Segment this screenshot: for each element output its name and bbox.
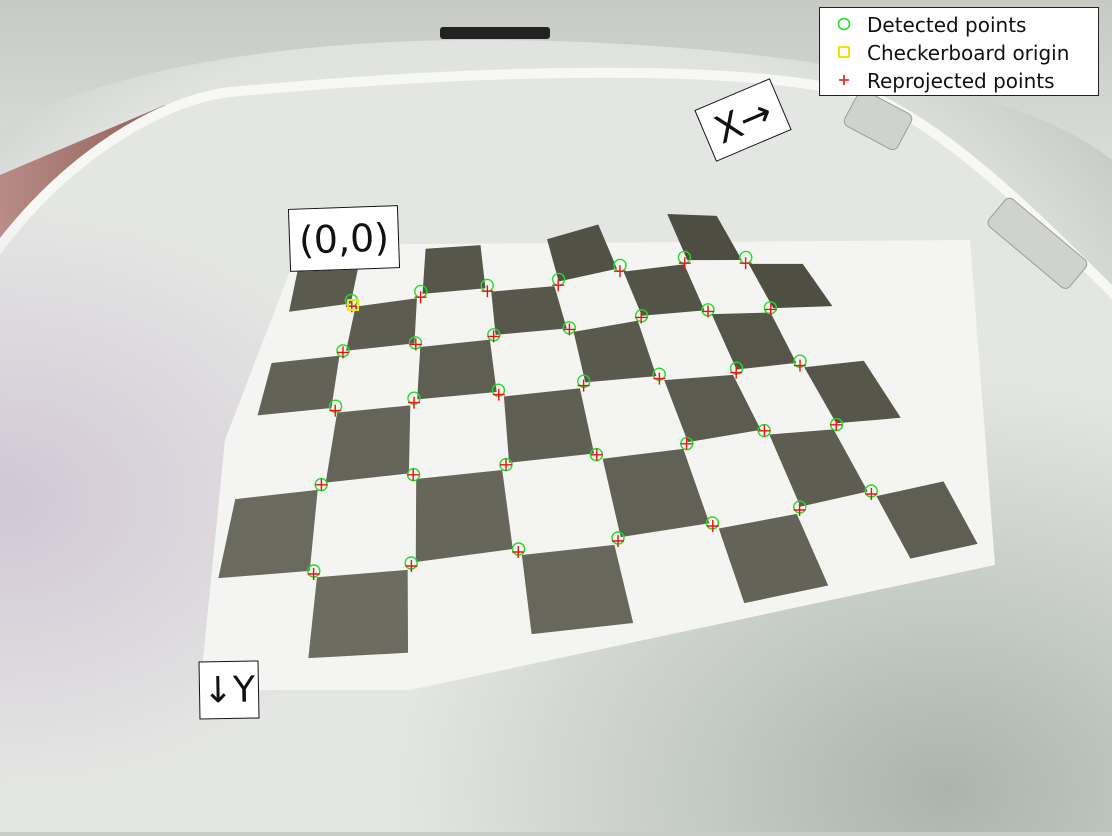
checker-square bbox=[417, 339, 497, 400]
checkerboard-origin-marker bbox=[347, 299, 359, 311]
checker-square bbox=[804, 360, 901, 424]
checker-square bbox=[769, 429, 868, 507]
checker-square bbox=[547, 224, 617, 282]
reprojected-point bbox=[552, 279, 565, 292]
reprojected-point bbox=[612, 535, 624, 547]
reprojected-point bbox=[702, 305, 714, 318]
reprojected-point bbox=[678, 257, 691, 270]
checker-square bbox=[346, 298, 417, 351]
checker-square bbox=[325, 405, 411, 483]
checker-square bbox=[308, 569, 409, 659]
reprojected-point bbox=[409, 338, 422, 351]
legend-detected-label: Detected points bbox=[867, 13, 1027, 37]
checker-square bbox=[415, 470, 513, 562]
checker-square bbox=[422, 245, 486, 294]
reprojected-point bbox=[492, 388, 505, 401]
reprojected-point bbox=[794, 359, 806, 372]
reprojected-point bbox=[512, 546, 525, 558]
reprojected-point bbox=[635, 311, 648, 324]
hinge-top bbox=[843, 89, 913, 151]
reprojected-point bbox=[500, 458, 512, 471]
reprojected-point bbox=[706, 520, 719, 532]
red-plus-icon bbox=[839, 75, 849, 85]
reprojected-point bbox=[307, 568, 320, 580]
reprojected-point bbox=[408, 396, 420, 409]
hinge-right bbox=[987, 197, 1088, 289]
legend: Detected points Checkerboard origin Repr… bbox=[819, 7, 1099, 96]
checker-square bbox=[491, 286, 567, 335]
checker-square bbox=[218, 489, 318, 579]
reprojected-point bbox=[653, 372, 666, 385]
y-axis-label: ↓Y bbox=[198, 660, 260, 720]
reprojected-point bbox=[414, 291, 427, 304]
reprojected-point bbox=[758, 424, 771, 437]
reprojected-point bbox=[577, 379, 590, 392]
checker-square bbox=[711, 312, 797, 370]
reprojected-point bbox=[730, 366, 743, 379]
legend-row-reprojected: Reprojected points bbox=[820, 66, 1098, 94]
green-circle-icon bbox=[837, 17, 851, 31]
checker-square bbox=[573, 320, 657, 383]
reprojected-point bbox=[680, 437, 693, 450]
checker-square bbox=[667, 214, 742, 261]
reprojected-point bbox=[764, 303, 777, 316]
checker-square bbox=[876, 481, 978, 559]
lid-slot bbox=[440, 27, 550, 39]
reprojected-point bbox=[830, 418, 843, 431]
checker-square bbox=[664, 374, 761, 443]
reprojected-point bbox=[793, 504, 806, 516]
reprojected-point bbox=[487, 330, 500, 343]
reprojected-point bbox=[739, 257, 752, 270]
reprojected-point bbox=[315, 478, 328, 491]
checker-square bbox=[602, 448, 710, 538]
checker-square bbox=[257, 355, 340, 416]
reprojected-point bbox=[865, 488, 878, 500]
reprojected-point bbox=[329, 404, 342, 417]
legend-row-detected: Detected points bbox=[820, 10, 1098, 38]
legend-origin-label: Checkerboard origin bbox=[867, 41, 1070, 65]
reprojected-point bbox=[614, 265, 626, 278]
checker-square bbox=[718, 513, 829, 604]
yellow-square-icon bbox=[838, 46, 850, 58]
reprojected-point bbox=[337, 346, 349, 359]
checker-square bbox=[521, 544, 634, 635]
checkerboard-squares bbox=[218, 214, 978, 659]
checker-square bbox=[748, 263, 833, 309]
reprojected-point bbox=[590, 448, 603, 461]
calibration-markers bbox=[307, 250, 878, 580]
checker-square bbox=[289, 259, 360, 312]
legend-reprojected-label: Reprojected points bbox=[867, 69, 1055, 93]
legend-row-origin: Checkerboard origin bbox=[820, 38, 1098, 66]
reprojected-point bbox=[407, 468, 420, 481]
checker-square bbox=[623, 264, 705, 316]
reprojected-point bbox=[481, 285, 494, 298]
checker-square bbox=[503, 388, 595, 463]
origin-label: (0,0) bbox=[287, 205, 401, 272]
reprojected-point bbox=[405, 560, 418, 572]
reprojected-point bbox=[563, 323, 576, 336]
